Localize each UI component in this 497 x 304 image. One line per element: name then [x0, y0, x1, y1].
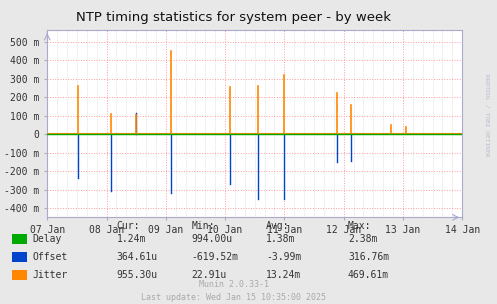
Text: 994.00u: 994.00u [191, 234, 233, 244]
Text: Avg:: Avg: [266, 222, 289, 231]
Text: NTP timing statistics for system peer - by week: NTP timing statistics for system peer - … [76, 11, 391, 24]
Text: 2.38m: 2.38m [348, 234, 377, 244]
Text: Delay: Delay [32, 234, 62, 244]
Y-axis label: seconds: seconds [0, 102, 1, 146]
Text: 22.91u: 22.91u [191, 270, 227, 280]
Text: Jitter: Jitter [32, 270, 68, 280]
Text: 1.38m: 1.38m [266, 234, 295, 244]
Text: Offset: Offset [32, 252, 68, 262]
Text: 955.30u: 955.30u [117, 270, 158, 280]
Text: 1.24m: 1.24m [117, 234, 146, 244]
Text: RRDTOOL / TOBI OETIKER: RRDTOOL / TOBI OETIKER [485, 74, 490, 157]
Text: 316.76m: 316.76m [348, 252, 389, 262]
Text: 469.61m: 469.61m [348, 270, 389, 280]
Text: -619.52m: -619.52m [191, 252, 239, 262]
Text: Cur:: Cur: [117, 222, 140, 231]
Text: 13.24m: 13.24m [266, 270, 301, 280]
Text: Min:: Min: [191, 222, 215, 231]
Text: -3.99m: -3.99m [266, 252, 301, 262]
Text: 364.61u: 364.61u [117, 252, 158, 262]
Text: Max:: Max: [348, 222, 371, 231]
Text: Last update: Wed Jan 15 10:35:00 2025: Last update: Wed Jan 15 10:35:00 2025 [141, 293, 326, 302]
Text: Munin 2.0.33-1: Munin 2.0.33-1 [199, 280, 268, 289]
